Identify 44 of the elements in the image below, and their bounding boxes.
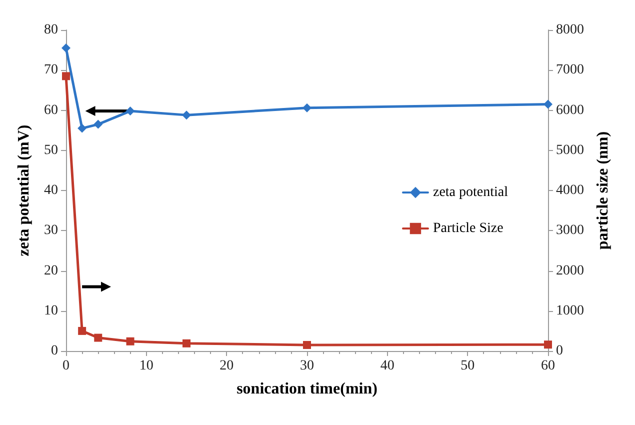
y-tick-label: 80 <box>44 22 58 38</box>
point <box>303 340 311 349</box>
y-tick-label: 30 <box>44 223 58 238</box>
y2-tick-label: 1000 <box>556 303 584 318</box>
y-tick-label: 20 <box>44 263 58 278</box>
x-tick-label: 10 <box>139 358 154 374</box>
y-axis-title: zeta potential (mV) <box>16 124 32 256</box>
y2-tick-label: 4000 <box>556 183 584 198</box>
y2-tick-label: 2000 <box>556 263 584 278</box>
y2-tick-label: 6000 <box>556 102 584 118</box>
y-tick-label: 60 <box>44 102 58 118</box>
y-tick-label: 40 <box>44 183 58 198</box>
x-tick-label: 60 <box>541 358 555 374</box>
x-tick-label: 50 <box>460 358 475 374</box>
point <box>182 110 191 120</box>
legend-label: zeta potential <box>432 185 508 200</box>
x-tick-label: 20 <box>220 358 234 374</box>
y2-tick-label: 7000 <box>556 62 584 78</box>
y-tick-label: 10 <box>44 303 58 318</box>
y2-tick-label: 8000 <box>556 22 584 38</box>
x-tick-label: 0 <box>62 358 70 374</box>
point <box>94 120 103 129</box>
point <box>544 100 552 109</box>
point <box>62 44 70 53</box>
y-tick-label: 0 <box>51 344 58 358</box>
point <box>302 103 312 112</box>
point <box>544 340 552 349</box>
point <box>62 72 70 80</box>
y2-axis-title: particle size (nm) <box>594 131 612 250</box>
x-axis-title: sonication time(min) <box>236 380 378 398</box>
y2-tick-label: 0 <box>556 344 563 358</box>
point <box>182 339 190 348</box>
y-tick-label: 70 <box>44 62 58 78</box>
y2-tick-label: 5000 <box>556 142 584 158</box>
point <box>78 326 86 335</box>
y2-tick-label: 3000 <box>556 223 584 238</box>
y-tick-label: 50 <box>44 142 58 158</box>
point <box>126 106 135 116</box>
x-tick-label: 40 <box>380 358 394 374</box>
point <box>94 334 102 342</box>
legend-label: Particle Size <box>432 221 504 236</box>
point <box>78 124 87 133</box>
x-tick-label: 30 <box>300 358 314 374</box>
point <box>126 337 134 346</box>
